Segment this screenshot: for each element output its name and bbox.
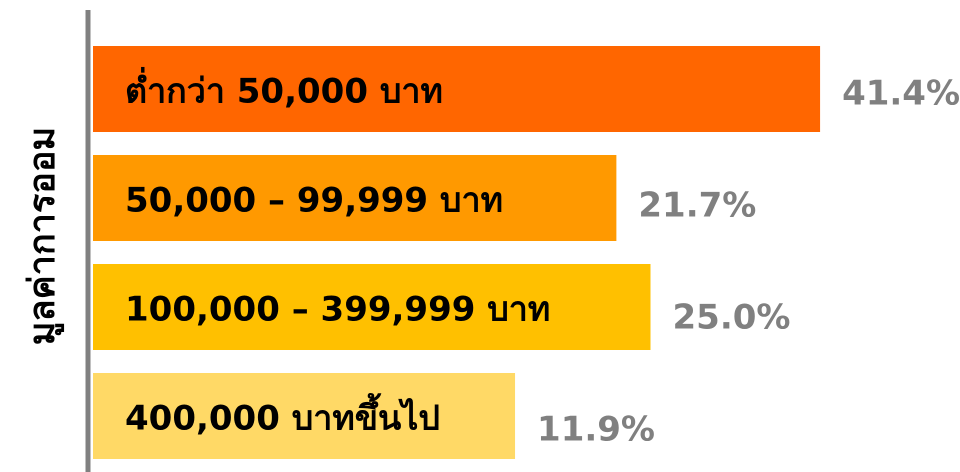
value-label: 25.0% [673,298,791,338]
bar [93,46,821,132]
value-label: 11.9% [537,410,655,450]
value-label: 41.4% [842,74,960,114]
bar [93,264,651,350]
category-label: 50,000 – 99,999 บาท [125,181,503,221]
y-axis-label: มูลค่าการออม [22,127,65,345]
category-label: 100,000 – 399,999 บาท [125,290,550,330]
category-label: ต่ำกว่า 50,000 บาท [125,67,443,112]
bar [93,373,516,459]
value-label: 21.7% [638,186,756,226]
bar [93,155,617,241]
category-label: 400,000 บาทขึ้นไป [125,393,440,439]
